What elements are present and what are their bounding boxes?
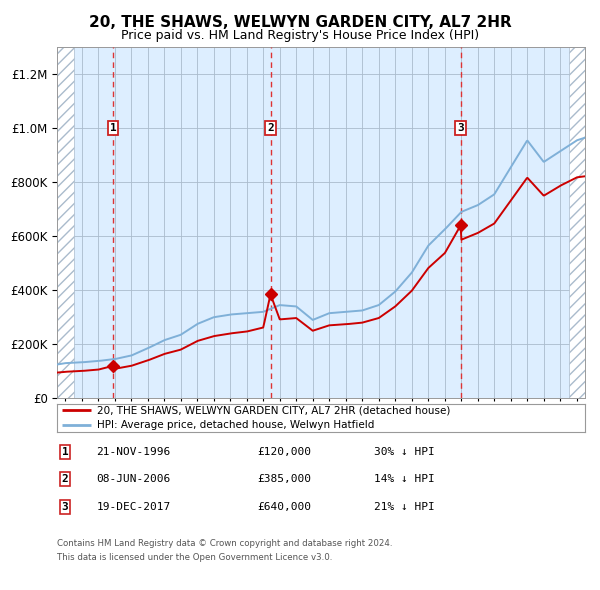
Text: 2: 2 [62,474,68,484]
Bar [569,47,585,398]
Text: HPI: Average price, detached house, Welwyn Hatfield: HPI: Average price, detached house, Welw… [97,419,374,430]
Text: 21-NOV-1996: 21-NOV-1996 [97,447,171,457]
Text: 30% ↓ HPI: 30% ↓ HPI [374,447,434,457]
Text: This data is licensed under the Open Government Licence v3.0.: This data is licensed under the Open Gov… [57,553,332,562]
Text: 1: 1 [62,447,68,457]
Text: £640,000: £640,000 [257,502,311,512]
Text: 3: 3 [457,123,464,133]
Text: 20, THE SHAWS, WELWYN GARDEN CITY, AL7 2HR: 20, THE SHAWS, WELWYN GARDEN CITY, AL7 2… [89,15,511,30]
Text: 21% ↓ HPI: 21% ↓ HPI [374,502,434,512]
Text: 20, THE SHAWS, WELWYN GARDEN CITY, AL7 2HR (detached house): 20, THE SHAWS, WELWYN GARDEN CITY, AL7 2… [97,405,450,415]
Text: £385,000: £385,000 [257,474,311,484]
Text: 1: 1 [110,123,116,133]
Text: 08-JUN-2006: 08-JUN-2006 [97,474,171,484]
Text: 19-DEC-2017: 19-DEC-2017 [97,502,171,512]
Text: Price paid vs. HM Land Registry's House Price Index (HPI): Price paid vs. HM Land Registry's House … [121,29,479,42]
Text: Contains HM Land Registry data © Crown copyright and database right 2024.: Contains HM Land Registry data © Crown c… [57,539,392,548]
Text: 2: 2 [267,123,274,133]
Text: 14% ↓ HPI: 14% ↓ HPI [374,474,434,484]
Text: £120,000: £120,000 [257,447,311,457]
Bar [57,47,74,398]
Text: 3: 3 [62,502,68,512]
